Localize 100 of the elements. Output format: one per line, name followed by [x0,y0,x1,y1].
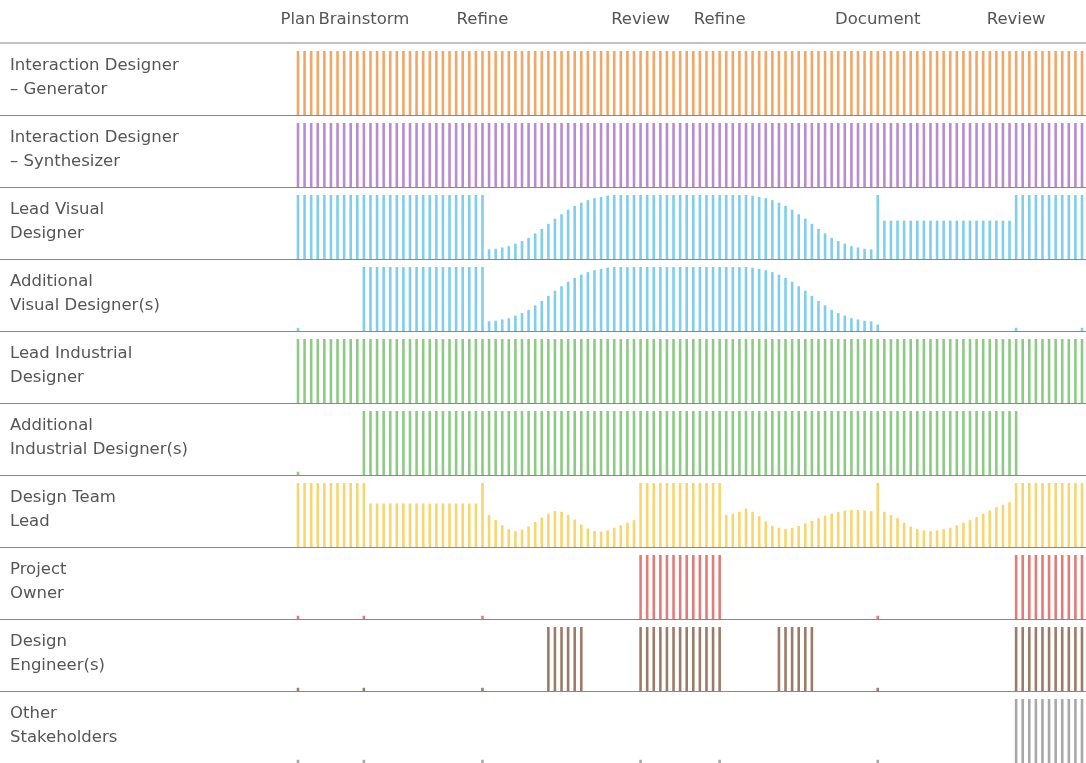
bar [995,220,998,259]
bar [1060,195,1064,259]
bar [883,220,886,259]
bar [1008,502,1011,547]
bar [1008,220,1011,259]
bar [948,527,952,547]
bar [803,523,807,547]
bar [803,218,807,259]
bar [863,248,866,259]
bar [718,195,721,259]
bar [1074,195,1077,259]
bar [593,198,596,259]
bar [672,195,675,259]
bar [639,267,642,331]
y-axis-title: Design Team Lead [10,487,116,530]
bar [514,531,517,547]
bar [382,503,385,547]
bar [685,195,689,259]
bar [830,237,833,259]
bar [369,195,372,259]
bar [547,513,550,547]
bar [467,267,471,331]
bar [738,511,741,547]
bar [435,195,438,259]
bar [659,195,662,259]
bar [1041,483,1044,547]
bar [817,300,820,331]
bar [428,267,432,331]
bar [724,267,728,331]
bar [500,525,504,547]
bar [995,507,998,547]
y-axis-title: Interaction Designer – Synthesizer [10,127,179,170]
bar [494,248,497,259]
bar [369,267,372,331]
bar [652,267,656,331]
bar [718,267,721,331]
bar [336,195,339,259]
bar [876,483,880,547]
bar [817,518,820,547]
bar [606,195,609,259]
bar [915,220,919,259]
bar [784,529,787,547]
bar [672,267,675,331]
bar [388,195,392,259]
bar [797,286,801,331]
x-tick-label: Brainstorm [318,9,410,28]
bar [784,205,787,259]
bar [988,220,992,259]
bar [652,483,656,547]
bar [685,483,689,547]
bar [764,521,768,547]
bar [1054,195,1057,259]
bar [1054,483,1057,547]
bar [896,220,899,259]
bar [448,195,451,259]
bar [659,483,662,547]
bar [738,267,741,331]
bar [402,267,405,331]
bar [948,220,952,259]
bar [388,267,392,331]
bar [896,518,899,547]
bar [685,267,689,331]
bar [1027,195,1031,259]
bar [784,277,787,331]
bar [612,527,616,547]
bar [415,267,418,331]
bar [560,214,563,259]
bar [579,202,583,259]
bar [909,220,913,259]
y-axis-title: Interaction Designer – Generator [10,55,179,98]
bar [659,267,662,331]
bar [461,267,465,331]
bar [355,195,359,259]
bar [803,290,807,331]
bar [494,520,497,547]
bar [500,319,504,331]
x-tick-label: Refine [693,9,746,28]
bar [691,483,695,547]
bar [435,267,438,331]
bar [573,519,577,547]
bar [514,243,517,259]
bar [929,531,932,547]
bar [836,313,840,331]
bar [323,483,326,547]
bar [876,324,880,331]
bar [355,483,359,547]
bar [415,503,418,547]
bar [428,195,432,259]
bar [962,522,965,547]
bar [547,295,550,331]
bar [579,524,583,547]
bar [494,320,497,331]
bar [336,483,339,547]
bar [1021,483,1025,547]
bar [388,503,392,547]
bar [593,270,596,331]
bar [579,274,583,331]
bar [349,483,353,547]
bar [323,195,326,259]
bar [850,318,853,331]
